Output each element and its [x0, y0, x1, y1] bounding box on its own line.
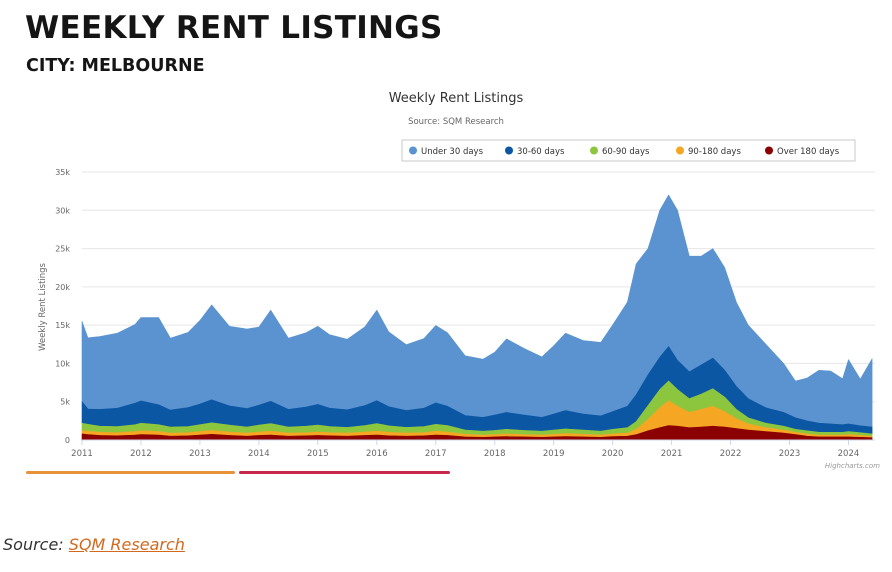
y-tick-label: 15k	[55, 321, 70, 330]
area-series	[81, 194, 873, 441]
x-tick-label: 2014	[248, 449, 270, 459]
x-tick-label: 2011	[71, 449, 93, 459]
y-axis-ticks: 0 5k 10k 15k 20k 25k 30k 35k	[55, 168, 70, 445]
area-under-30-days[interactable]	[81, 194, 873, 428]
page-heading: WEEKLY RENT LISTINGS	[25, 10, 443, 46]
y-tick-label: 20k	[55, 283, 70, 292]
x-axis-ticks: 2011 2012 2013 2014 2015 2016 2017 2018 2019 2020…	[71, 440, 859, 459]
chart-credit[interactable]: Highcharts.com	[825, 462, 880, 470]
y-axis-label: Weekly Rent Listings	[38, 262, 48, 351]
city-subheading: CITY: MELBOURNE	[26, 56, 205, 76]
x-tick-label: 2021	[661, 449, 683, 459]
x-tick-label: 2015	[307, 449, 329, 459]
x-tick-label: 2012	[130, 449, 152, 459]
weekly-rent-chart: Weekly Rent Listings Source: SQM Researc…	[38, 91, 880, 470]
x-tick-label: 2016	[366, 449, 388, 459]
chart-title: Weekly Rent Listings	[389, 91, 524, 106]
x-tick-label: 2024	[838, 449, 860, 459]
chart-legend: Under 30 days 30-60 days 60-90 days 90-180 …	[401, 139, 856, 162]
legend-box	[401, 139, 856, 162]
legend-item-90-180-days[interactable]: 90-180 days	[688, 147, 741, 157]
source-prefix: Source:	[3, 535, 69, 554]
legend-item-30-60-days[interactable]: 30-60 days	[517, 147, 565, 157]
x-tick-label: 2020	[602, 449, 624, 459]
source-line: Source: SQM Research	[3, 535, 185, 554]
y-tick-label: 5k	[60, 398, 70, 407]
x-tick-label: 2017	[425, 449, 447, 459]
legend-marker-over-180-days	[765, 146, 773, 155]
legend-marker-60-90-days	[590, 146, 598, 155]
legend-marker-under-30-days	[409, 146, 417, 155]
y-tick-label: 0	[65, 436, 70, 445]
legend-item-over-180-days[interactable]: Over 180 days	[777, 147, 840, 157]
legend-marker-90-180-days	[676, 146, 684, 155]
y-tick-label: 30k	[55, 206, 70, 215]
x-tick-label: 2022	[720, 449, 742, 459]
y-tick-label: 10k	[55, 359, 70, 368]
y-tick-label: 35k	[55, 168, 70, 177]
x-tick-label: 2023	[779, 449, 801, 459]
accent-bar-pink	[239, 471, 450, 474]
legend-item-60-90-days[interactable]: 60-90 days	[602, 147, 650, 157]
chart-subtitle: Source: SQM Research	[408, 117, 504, 127]
x-tick-label: 2018	[484, 449, 506, 459]
x-tick-label: 2019	[543, 449, 565, 459]
source-link[interactable]: SQM Research	[68, 535, 185, 554]
x-tick-label: 2013	[189, 449, 211, 459]
legend-item-under-30-days[interactable]: Under 30 days	[421, 147, 484, 157]
legend-marker-30-60-days	[505, 146, 513, 155]
accent-bar-orange	[26, 471, 235, 474]
y-tick-label: 25k	[55, 245, 70, 254]
